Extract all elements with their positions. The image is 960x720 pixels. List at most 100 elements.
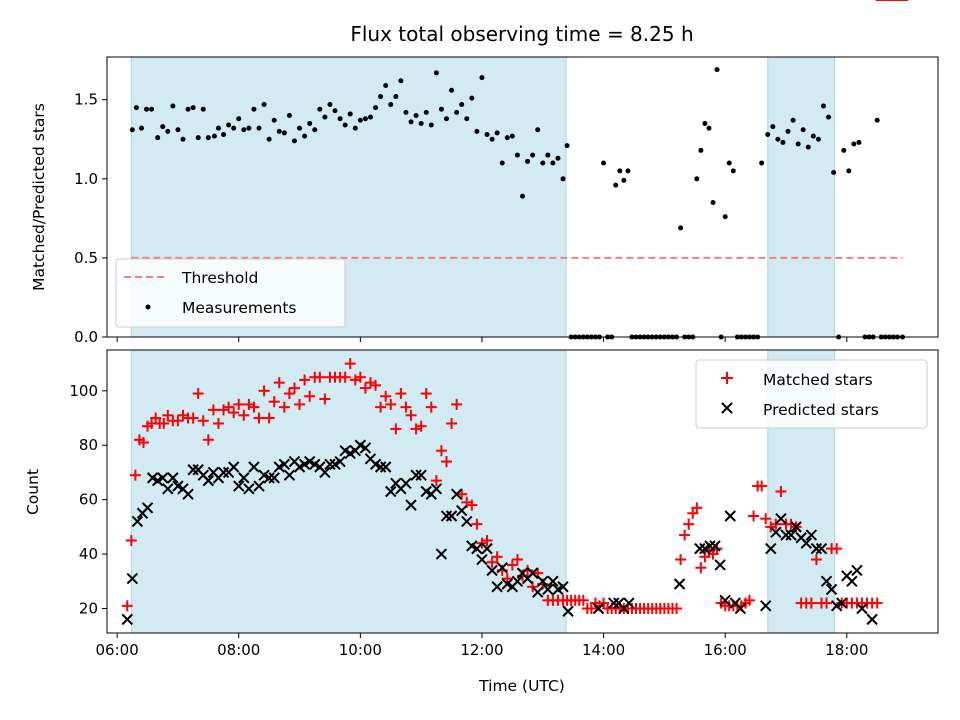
measurement-point: [560, 176, 566, 182]
predicted-star-point: [374, 461, 387, 473]
predicted-star-point: [162, 483, 174, 495]
matched-star-point: [359, 382, 371, 394]
measurement-point: [383, 82, 389, 88]
legend-predicted-label: Predicted stars: [763, 401, 879, 419]
count-panel: 20 40 60 80 100 06:00 08:00 10:00 12:00 14:00 16:…: [24, 0, 939, 695]
measurement-point: [826, 114, 832, 120]
y-tick-label: 100: [69, 382, 98, 400]
matched-star-point: [385, 398, 397, 410]
matched-star-point: [187, 412, 199, 424]
measurement-point: [625, 168, 631, 174]
predicted-star-point: [866, 613, 878, 626]
measurement-point: [856, 139, 862, 145]
y-tick-label: 40: [79, 545, 98, 563]
predicted-star-point: [673, 578, 686, 590]
observing-window-band: [767, 56, 836, 338]
matched-star-point: [158, 417, 170, 429]
measurement-point: [378, 94, 384, 100]
measurement-point: [464, 116, 470, 122]
measurement-point: [251, 106, 257, 112]
matched-star-point: [810, 554, 822, 566]
predicted-star-point: [775, 513, 787, 525]
measurement-point: [815, 136, 821, 142]
measurement-point: [337, 116, 343, 122]
matched-star-point: [162, 409, 174, 421]
ratio-y-axis: 0.0 0.5 1.0 1.5: [74, 91, 107, 346]
count-y-axis-label: Count: [24, 469, 42, 515]
measurement-point: [706, 125, 712, 131]
predicted-star-point: [141, 502, 154, 514]
matched-star-point: [805, 597, 817, 609]
matched-star-point: [137, 437, 149, 449]
predicted-star-point: [379, 461, 392, 473]
matched-star-point: [223, 401, 235, 413]
matched-star-point: [304, 390, 316, 402]
y-tick-label: 80: [79, 436, 98, 454]
matched-star-point: [202, 434, 214, 446]
measurement-point: [190, 105, 196, 111]
measurement-point: [352, 125, 358, 131]
matched-star-point: [299, 374, 311, 386]
measurement-point: [702, 120, 708, 126]
measurement-point: [509, 133, 515, 139]
matched-star-point: [380, 390, 392, 402]
measurement-point: [226, 122, 232, 128]
legend-measurements-label: Measurements: [182, 299, 297, 317]
predicted-star-point: [820, 575, 833, 588]
predicted-star-point: [471, 542, 483, 555]
matched-star-point: [486, 556, 498, 568]
predicted-star-point: [238, 472, 250, 484]
matched-star-point: [212, 417, 224, 429]
measurement-point: [133, 105, 139, 111]
matched-star-point: [268, 396, 280, 408]
matched-star-point: [435, 445, 447, 457]
measurement-point: [175, 127, 181, 133]
matched-star-point: [253, 412, 265, 424]
measurement-point: [694, 176, 700, 182]
measurement-point: [795, 141, 801, 147]
y-tick-label: 1.5: [74, 91, 98, 109]
measurement-point: [775, 136, 781, 142]
measurement-point: [144, 106, 150, 112]
measurement-point: [499, 160, 505, 166]
measurement-point: [205, 135, 211, 141]
chart-title: Flux total observing time = 8.25 h: [350, 22, 693, 46]
matched-star-point: [577, 594, 589, 606]
measurement-point: [489, 136, 495, 142]
matched-star-point: [238, 409, 250, 421]
predicted-star-point: [359, 442, 372, 454]
measurement-point: [454, 109, 460, 115]
measurement-point: [851, 141, 857, 147]
predicted-star-point: [724, 510, 736, 522]
predicted-star-point: [217, 466, 230, 479]
measurement-point: [805, 144, 811, 150]
measurement-point: [332, 108, 338, 114]
matched-star-point: [207, 404, 219, 416]
measurement-point: [484, 132, 490, 138]
measurement-point: [535, 127, 541, 133]
predicted-star-point: [810, 542, 823, 555]
measurement-point: [155, 135, 161, 141]
measurement-point: [297, 125, 303, 131]
predicted-star-point: [324, 458, 336, 470]
predicted-star-point: [856, 602, 868, 615]
measurement-point: [241, 127, 247, 133]
predicted-star-point: [557, 581, 569, 593]
matched-star-point: [430, 475, 442, 487]
measurement-point: [271, 117, 277, 123]
matched-star-point: [319, 393, 331, 405]
measurement-points: [129, 67, 906, 340]
matched-star-point: [775, 486, 787, 497]
predicted-star-point: [805, 529, 818, 541]
predicted-star-point: [836, 597, 848, 609]
predicted-star-point: [248, 461, 260, 473]
matched-star-point: [288, 382, 300, 394]
measurement-point: [418, 120, 424, 126]
predicted-star-point: [400, 477, 412, 490]
measurement-point: [525, 158, 531, 164]
measurement-point: [790, 117, 796, 123]
measurement-point: [540, 160, 546, 166]
measurement-point: [443, 116, 449, 122]
matched-star-point: [471, 518, 483, 530]
predicted-star-point: [526, 567, 539, 579]
